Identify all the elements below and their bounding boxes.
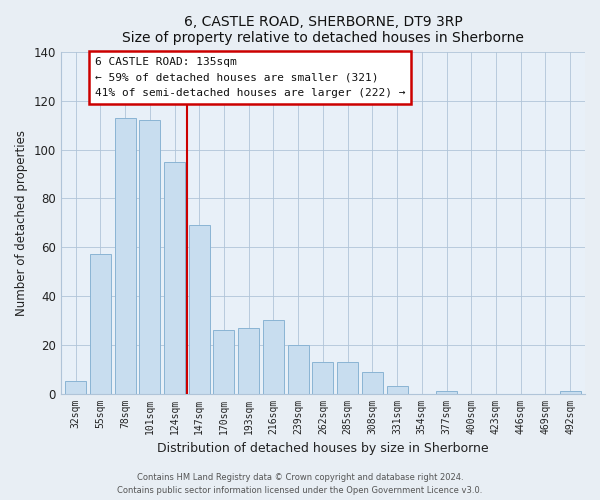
Bar xyxy=(238,328,259,394)
Bar xyxy=(115,118,136,394)
Bar xyxy=(65,382,86,394)
Bar xyxy=(90,254,111,394)
Bar xyxy=(560,391,581,394)
X-axis label: Distribution of detached houses by size in Sherborne: Distribution of detached houses by size … xyxy=(157,442,489,455)
Y-axis label: Number of detached properties: Number of detached properties xyxy=(15,130,28,316)
Bar xyxy=(313,362,334,394)
Bar xyxy=(362,372,383,394)
Bar xyxy=(263,320,284,394)
Bar xyxy=(189,225,210,394)
Text: Contains HM Land Registry data © Crown copyright and database right 2024.
Contai: Contains HM Land Registry data © Crown c… xyxy=(118,473,482,495)
Bar xyxy=(139,120,160,394)
Title: 6, CASTLE ROAD, SHERBORNE, DT9 3RP
Size of property relative to detached houses : 6, CASTLE ROAD, SHERBORNE, DT9 3RP Size … xyxy=(122,15,524,45)
Bar xyxy=(337,362,358,394)
Bar xyxy=(287,345,308,394)
Bar xyxy=(214,330,235,394)
Text: 6 CASTLE ROAD: 135sqm
← 59% of detached houses are smaller (321)
41% of semi-det: 6 CASTLE ROAD: 135sqm ← 59% of detached … xyxy=(95,57,406,98)
Bar xyxy=(436,391,457,394)
Bar xyxy=(164,162,185,394)
Bar xyxy=(386,386,407,394)
